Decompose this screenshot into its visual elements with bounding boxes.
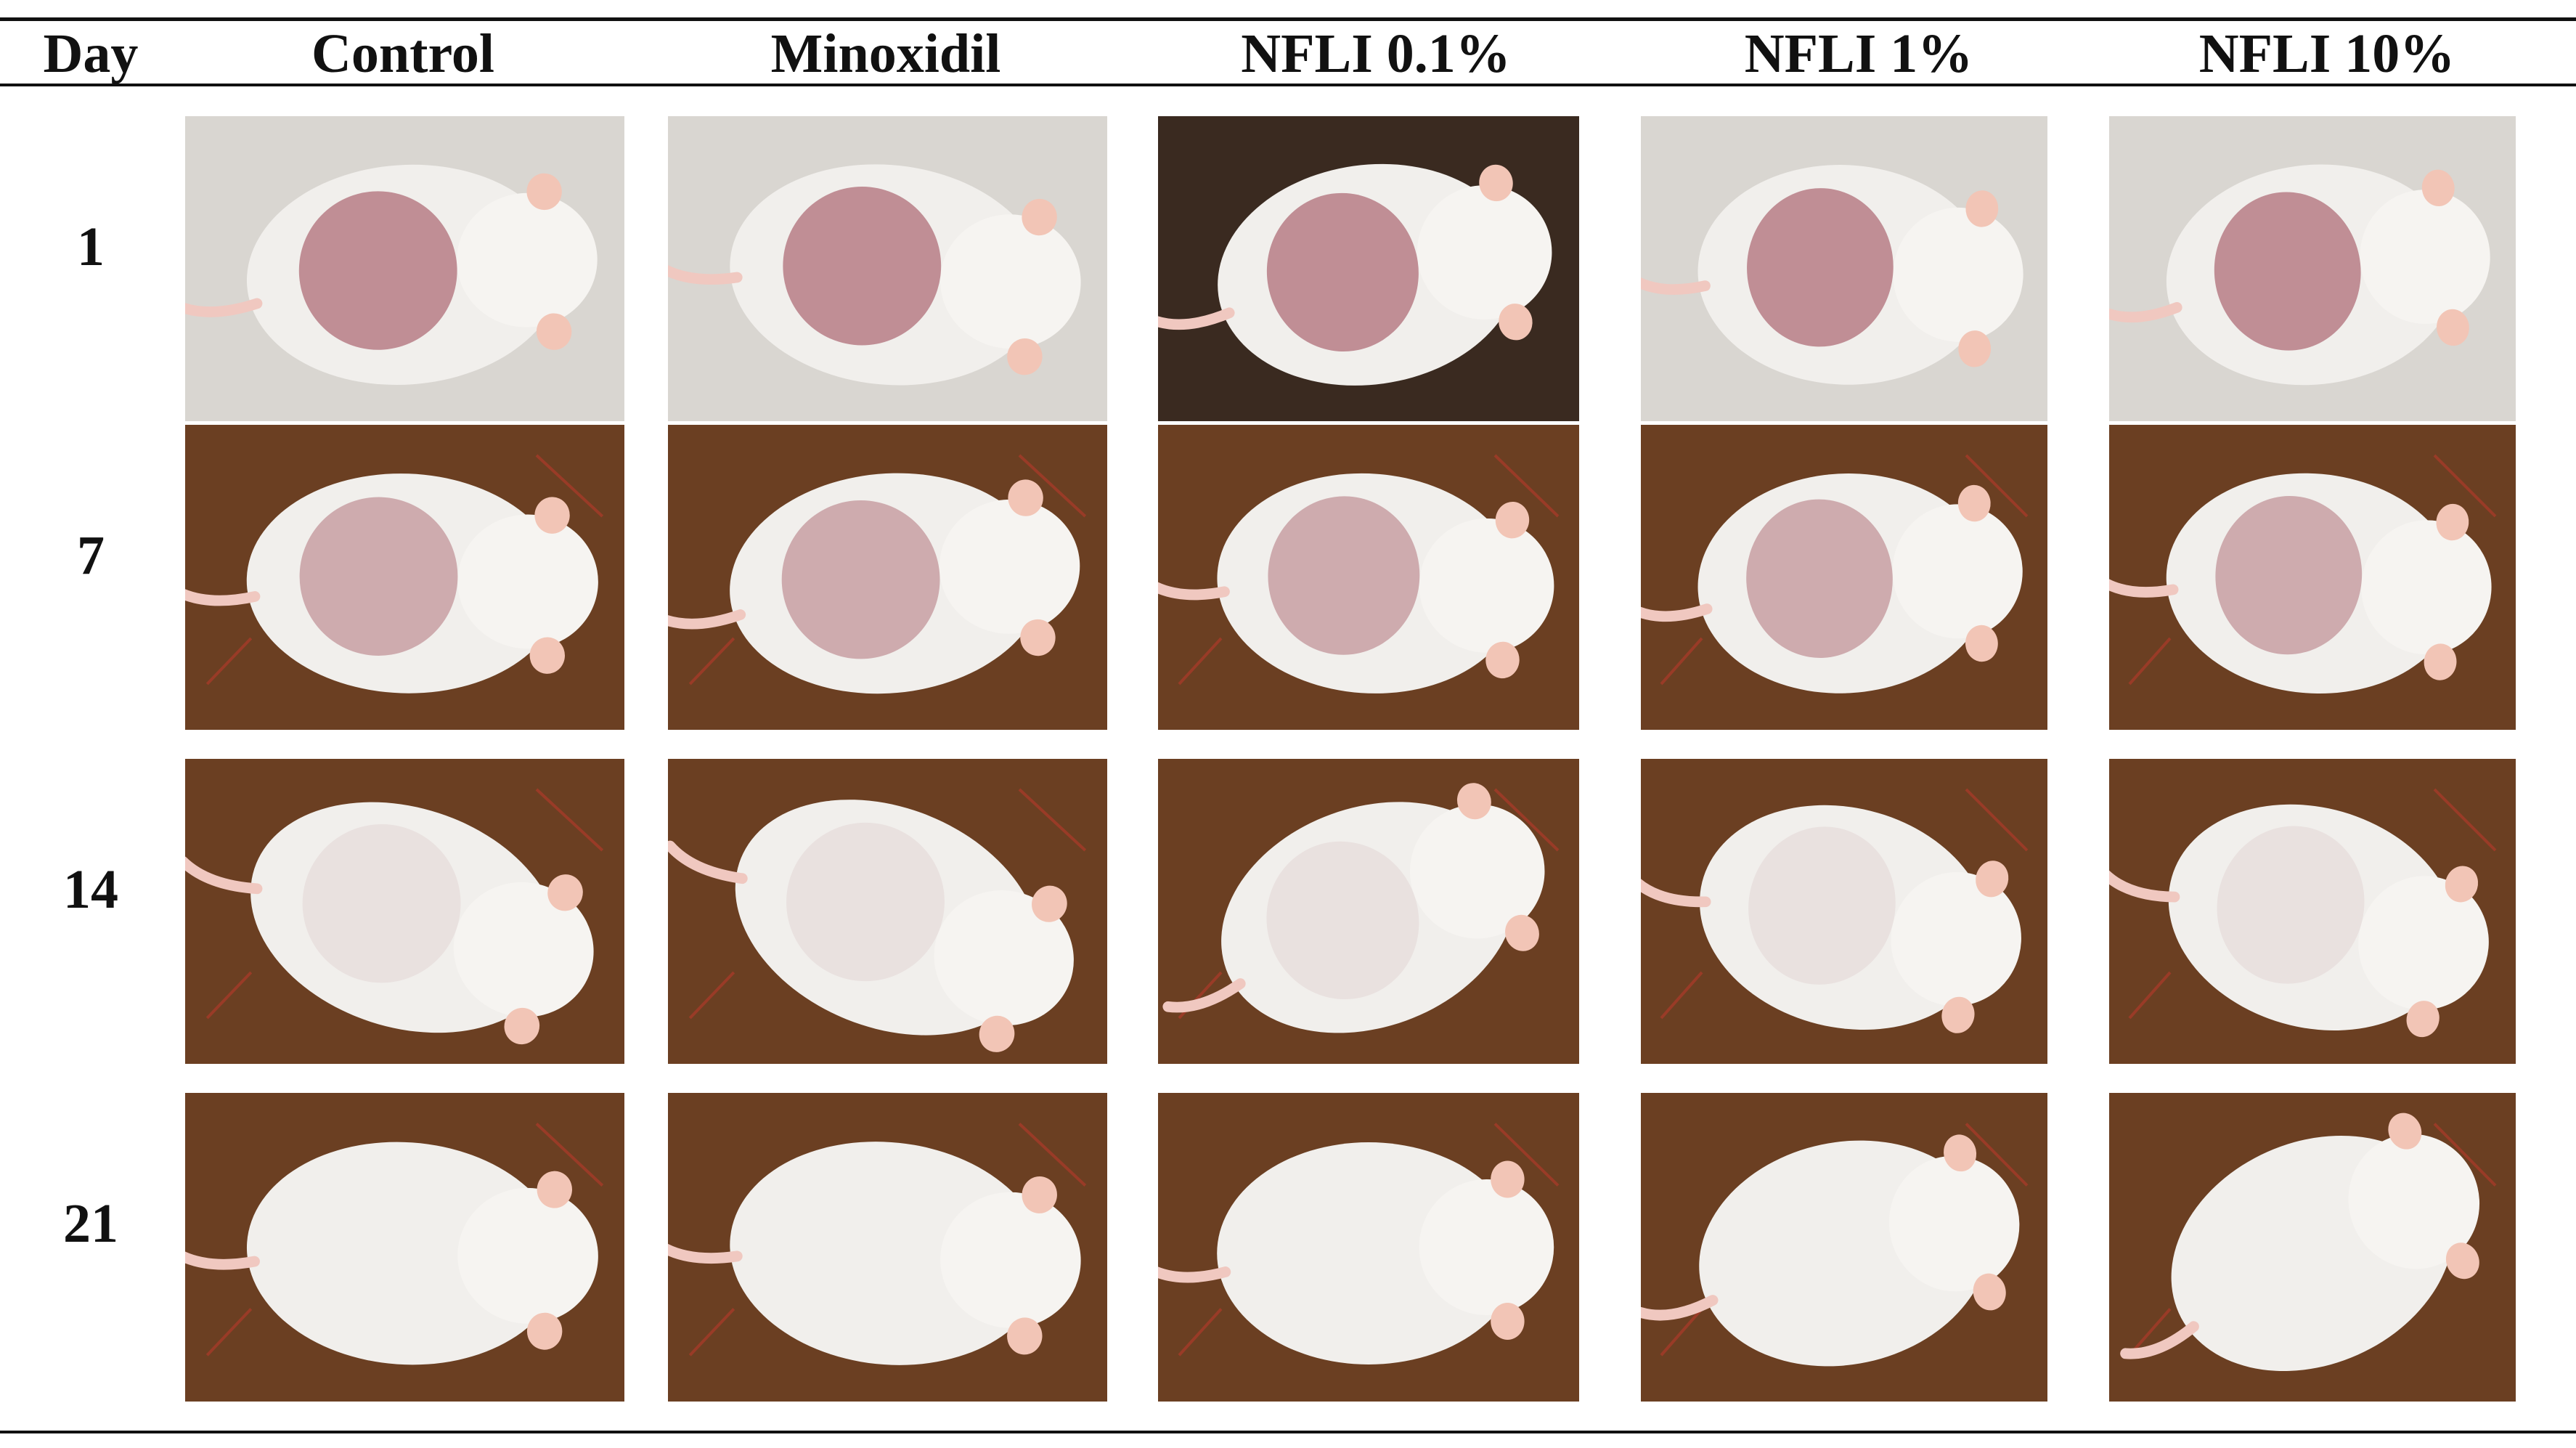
header-nfli-10: NFLI 10% bbox=[2198, 23, 2455, 84]
mouse-photo-day21-minoxidil bbox=[668, 1093, 1107, 1402]
header-minoxidil: Minoxidil bbox=[770, 23, 1001, 84]
table-top-rule bbox=[0, 17, 2576, 21]
mouse-photo-day1-nfli-0-1 bbox=[1158, 116, 1579, 421]
header-nfli-1: NFLI 1% bbox=[1744, 23, 1973, 84]
mouse-photo-day14-minoxidil bbox=[668, 759, 1107, 1064]
row-day-1: 1 bbox=[77, 216, 105, 277]
table-header-rule bbox=[0, 84, 2576, 86]
mouse-photo-day14-nfli-10 bbox=[2109, 759, 2516, 1064]
mouse-photo-day21-nfli-1 bbox=[1641, 1093, 2047, 1402]
mouse-photo-day1-nfli-10 bbox=[2109, 116, 2516, 421]
mouse-photo-day7-control bbox=[185, 425, 624, 730]
mouse-photo-day14-nfli-0-1 bbox=[1158, 759, 1579, 1064]
mouse-photo-day7-nfli-1 bbox=[1641, 425, 2047, 730]
row-day-21: 21 bbox=[63, 1193, 118, 1254]
header-control: Control bbox=[311, 23, 494, 84]
mouse-photo-day21-nfli-10 bbox=[2109, 1093, 2516, 1402]
row-day-14: 14 bbox=[63, 859, 118, 920]
mouse-photo-day21-nfli-0-1 bbox=[1158, 1093, 1579, 1402]
mouse-photo-day1-nfli-1 bbox=[1641, 116, 2047, 421]
table-bottom-rule bbox=[0, 1431, 2576, 1433]
mouse-photo-day14-control bbox=[185, 759, 624, 1064]
header-day: Day bbox=[43, 23, 139, 84]
mouse-photo-day1-control bbox=[185, 116, 624, 421]
mouse-photo-day21-control bbox=[185, 1093, 624, 1402]
mouse-photo-day7-nfli-0-1 bbox=[1158, 425, 1579, 730]
mouse-photo-day7-nfli-10 bbox=[2109, 425, 2516, 730]
mouse-photo-day1-minoxidil bbox=[668, 116, 1107, 421]
header-nfli-0-1: NFLI 0.1% bbox=[1241, 23, 1511, 84]
mouse-photo-day7-minoxidil bbox=[668, 425, 1107, 730]
row-day-7: 7 bbox=[77, 525, 105, 586]
mouse-photo-day14-nfli-1 bbox=[1641, 759, 2047, 1064]
